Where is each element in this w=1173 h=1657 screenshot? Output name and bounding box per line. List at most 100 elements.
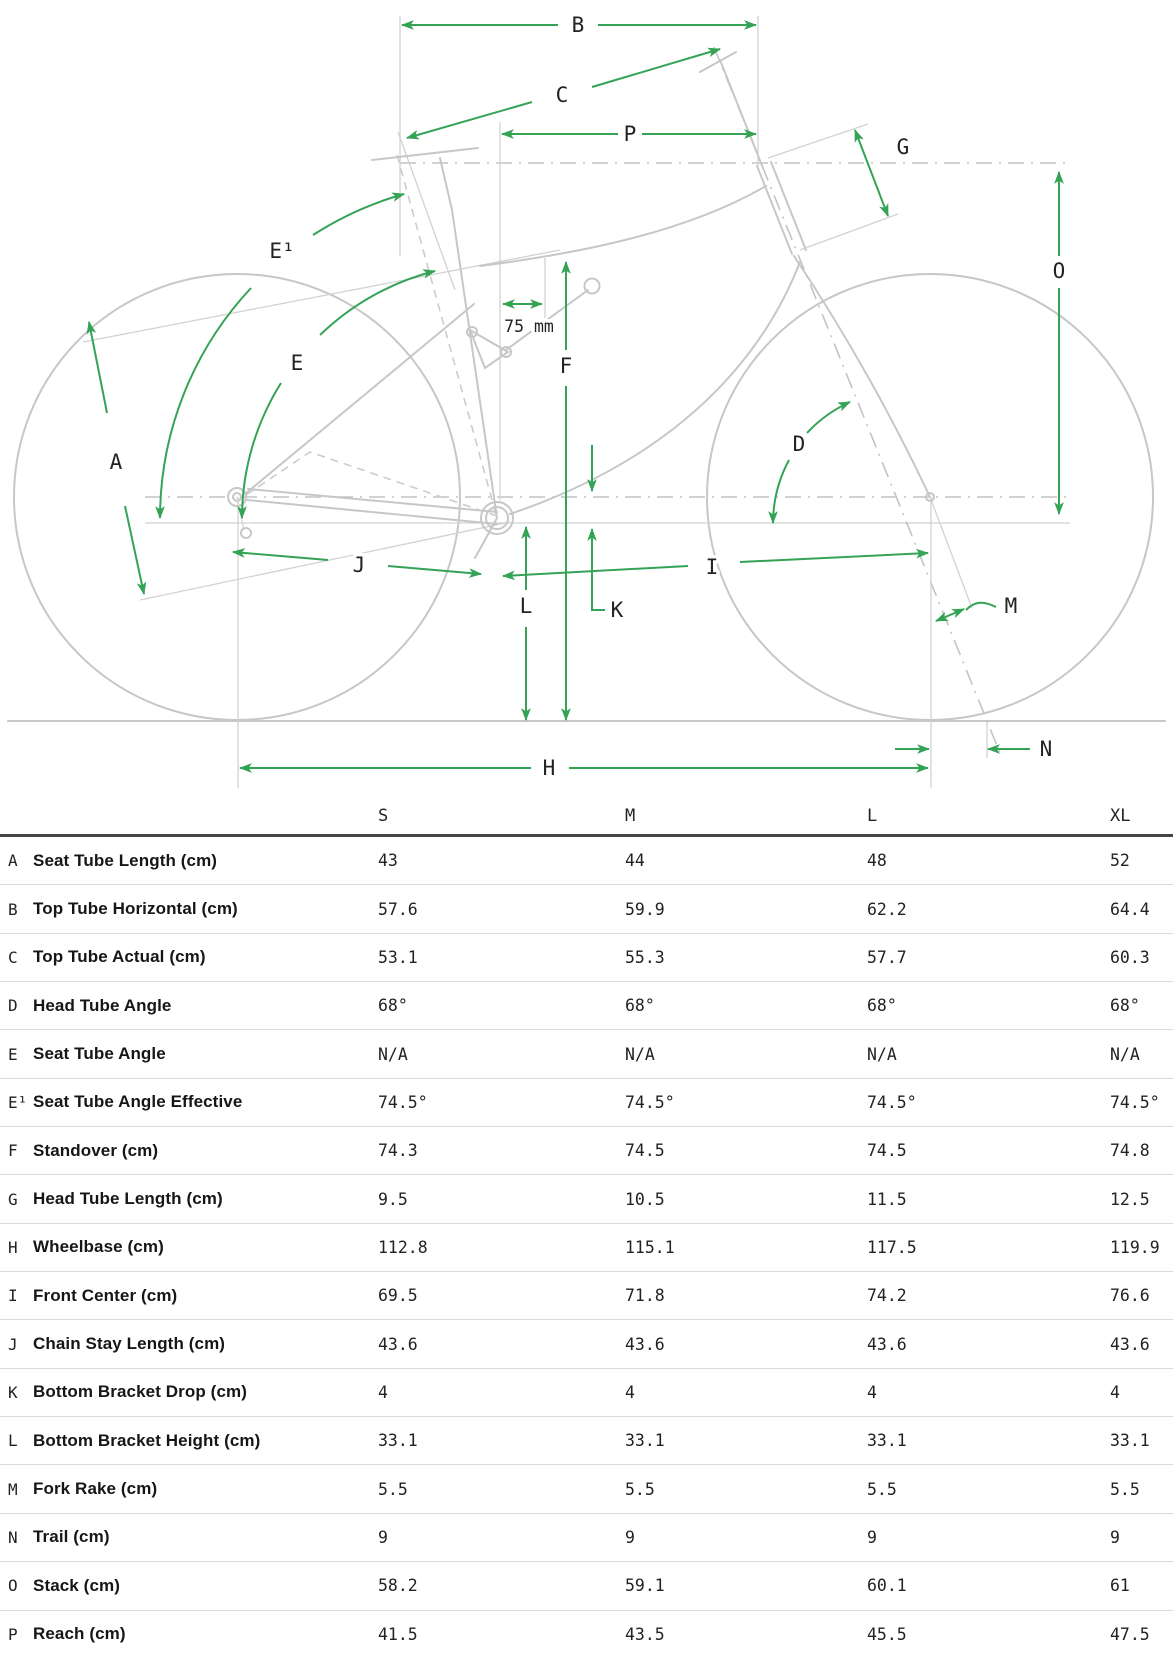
table-row: E Seat Tube Angle N/A N/A N/A N/A <box>0 1030 1173 1079</box>
row-value-m: 59.9 <box>625 899 665 919</box>
row-value-m: 5.5 <box>625 1479 655 1499</box>
size-header-s: S <box>378 806 389 826</box>
row-value-xl: 33.1 <box>1110 1431 1150 1451</box>
row-letter: O <box>8 1576 18 1596</box>
row-value-s: N/A <box>378 1044 408 1064</box>
geometry-table: S M L XL A Seat Tube Length (cm) 43 44 4… <box>0 755 1173 1657</box>
label-M: M <box>1005 594 1018 618</box>
row-name: Head Tube Angle <box>33 995 172 1015</box>
row-name: Wheelbase (cm) <box>33 1237 164 1257</box>
row-value-m: 9 <box>625 1527 635 1547</box>
row-value-s: 58.2 <box>378 1576 418 1596</box>
row-value-s: 53.1 <box>378 947 418 967</box>
table-row: G Head Tube Length (cm) 9.5 10.5 11.5 12… <box>0 1175 1173 1224</box>
row-value-s: 68° <box>378 996 408 1016</box>
row-letter: D <box>8 996 18 1016</box>
row-name: Standover (cm) <box>33 1140 159 1160</box>
table-row: I Front Center (cm) 69.5 71.8 74.2 76.6 <box>0 1272 1173 1321</box>
row-letter: I <box>8 1286 18 1306</box>
row-value-xl: 43.6 <box>1110 1334 1150 1354</box>
row-letter: J <box>8 1334 18 1354</box>
row-value-xl: 74.8 <box>1110 1141 1150 1161</box>
row-value-s: 41.5 <box>378 1624 418 1644</box>
row-name: Seat Tube Angle <box>33 1044 166 1064</box>
label-D: D <box>793 432 806 456</box>
label-E: E <box>291 351 304 375</box>
bike-line-art <box>7 16 1166 788</box>
label-G: G <box>897 135 910 159</box>
row-name: Trail (cm) <box>33 1527 110 1547</box>
label-K: K <box>611 598 624 622</box>
row-letter: F <box>8 1141 18 1161</box>
row-value-xl: 74.5° <box>1110 1092 1160 1112</box>
label-F: F <box>560 354 573 378</box>
row-letter: A <box>8 851 18 871</box>
row-value-s: 74.3 <box>378 1141 418 1161</box>
row-value-s: 43 <box>378 851 398 871</box>
row-value-l: 74.5 <box>867 1141 907 1161</box>
row-value-l: 48 <box>867 851 887 871</box>
table-row: E¹ Seat Tube Angle Effective 74.5° 74.5°… <box>0 1079 1173 1128</box>
row-value-l: 43.6 <box>867 1334 907 1354</box>
row-value-l: 4 <box>867 1382 877 1402</box>
label-P: P <box>624 122 637 146</box>
table-row: A Seat Tube Length (cm) 43 44 48 52 <box>0 837 1173 886</box>
row-name: Reach (cm) <box>33 1624 126 1644</box>
table-row: C Top Tube Actual (cm) 53.1 55.3 57.7 60… <box>0 934 1173 983</box>
row-value-s: 33.1 <box>378 1431 418 1451</box>
row-value-m: 33.1 <box>625 1431 665 1451</box>
row-value-m: 74.5 <box>625 1141 665 1161</box>
row-value-xl: 60.3 <box>1110 947 1150 967</box>
row-value-xl: 68° <box>1110 996 1140 1016</box>
row-name: Seat Tube Length (cm) <box>33 850 218 870</box>
row-letter: P <box>8 1624 18 1644</box>
row-value-xl: 64.4 <box>1110 899 1150 919</box>
row-value-l: 33.1 <box>867 1431 907 1451</box>
row-letter: E¹ <box>8 1092 28 1112</box>
size-header-l: L <box>867 806 878 826</box>
row-value-l: N/A <box>867 1044 897 1064</box>
row-name: Fork Rake (cm) <box>33 1479 158 1499</box>
row-value-m: 10.5 <box>625 1189 665 1209</box>
row-value-l: 45.5 <box>867 1624 907 1644</box>
row-value-m: N/A <box>625 1044 655 1064</box>
row-name: Bottom Bracket Height (cm) <box>33 1430 261 1450</box>
row-value-xl: 76.6 <box>1110 1286 1150 1306</box>
label-J: J <box>353 553 366 577</box>
row-value-s: 69.5 <box>378 1286 418 1306</box>
bike-diagram-svg: B C P G O E¹ E A F D J I K L M N H 75 mm <box>7 10 1166 788</box>
table-row: H Wheelbase (cm) 112.8 115.1 117.5 119.9 <box>0 1224 1173 1273</box>
row-value-m: 4 <box>625 1382 635 1402</box>
row-value-m: 115.1 <box>625 1237 675 1257</box>
row-value-s: 43.6 <box>378 1334 418 1354</box>
row-value-s: 57.6 <box>378 899 418 919</box>
row-letter: C <box>8 947 18 967</box>
row-value-xl: N/A <box>1110 1044 1140 1064</box>
row-value-m: 71.8 <box>625 1286 665 1306</box>
row-value-s: 4 <box>378 1382 388 1402</box>
row-letter: H <box>8 1237 18 1257</box>
row-value-l: 5.5 <box>867 1479 897 1499</box>
table-row: D Head Tube Angle 68° 68° 68° 68° <box>0 982 1173 1031</box>
row-value-s: 112.8 <box>378 1237 428 1257</box>
row-letter: K <box>8 1382 18 1402</box>
row-value-l: 62.2 <box>867 899 907 919</box>
geometry-diagram: B C P G O E¹ E A F D J I K L M N H 75 mm <box>0 0 1173 800</box>
row-name: Top Tube Actual (cm) <box>33 947 206 967</box>
row-name: Seat Tube Angle Effective <box>33 1092 243 1112</box>
row-value-m: 55.3 <box>625 947 665 967</box>
row-value-xl: 47.5 <box>1110 1624 1150 1644</box>
row-name: Head Tube Length (cm) <box>33 1189 223 1209</box>
label-C: C <box>556 83 569 107</box>
row-letter: G <box>8 1189 18 1209</box>
table-row: M Fork Rake (cm) 5.5 5.5 5.5 5.5 <box>0 1465 1173 1514</box>
row-letter: L <box>8 1431 18 1451</box>
table-row: O Stack (cm) 58.2 59.1 60.1 61 <box>0 1562 1173 1611</box>
table-row: P Reach (cm) 41.5 43.5 45.5 47.5 <box>0 1611 1173 1657</box>
row-value-s: 74.5° <box>378 1092 428 1112</box>
row-value-l: 57.7 <box>867 947 907 967</box>
row-value-l: 60.1 <box>867 1576 907 1596</box>
row-value-xl: 9 <box>1110 1527 1120 1547</box>
row-value-xl: 12.5 <box>1110 1189 1150 1209</box>
